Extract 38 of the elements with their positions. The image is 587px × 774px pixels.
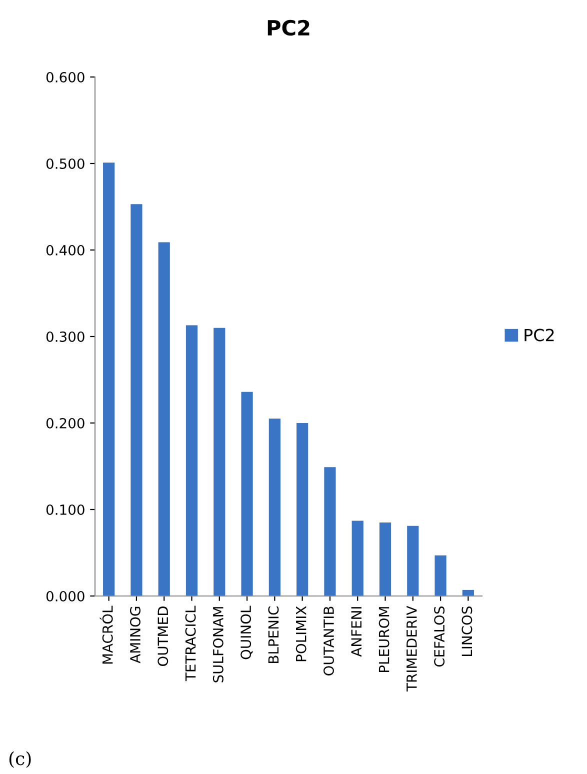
bar — [296, 423, 308, 596]
bar — [186, 325, 198, 596]
x-tick-label: TETRACICL — [185, 606, 196, 682]
x-tick-label: CEFALOS — [434, 606, 445, 667]
x-tick-label: POLIMIX — [296, 606, 306, 662]
bar — [103, 162, 115, 596]
y-tick-label: 0.400 — [46, 244, 84, 256]
legend-label: PC2 — [524, 328, 554, 342]
bar — [158, 242, 170, 596]
x-tick-label: MACRÓL — [100, 606, 113, 664]
y-tick-label: 0.600 — [46, 72, 84, 82]
y-tick-label: 0.300 — [46, 331, 84, 342]
y-tick-label: 0.100 — [46, 504, 84, 515]
bar — [462, 590, 474, 596]
x-tick-label: OUTANTIB — [323, 606, 334, 676]
bar — [407, 526, 419, 596]
chart-title: PC2 — [268, 20, 310, 36]
x-tick-label: LINCOS — [462, 606, 472, 656]
x-tick-label: SULFONAM — [212, 607, 224, 682]
y-tick-label: 0.000 — [46, 590, 84, 602]
x-tick-label: ANFENI — [351, 607, 362, 657]
text: (c) — [9, 751, 31, 768]
bar — [268, 418, 280, 596]
x-tick-label: TRIMEDERIV — [406, 606, 417, 692]
bar — [352, 520, 364, 596]
y-tick-label: 0.500 — [46, 158, 84, 169]
bar — [434, 555, 446, 596]
x-tick-label: PLEUROM — [378, 607, 390, 672]
y-tick-label: 0.200 — [46, 418, 84, 428]
x-tick-label: OUTMED — [158, 606, 168, 666]
bar — [379, 522, 392, 596]
bar — [241, 392, 253, 596]
x-tick-label: BLPENIC — [268, 606, 279, 663]
x-tick-label: AMINOG — [130, 606, 140, 664]
x-tick-label: QUINOL — [240, 606, 253, 660]
bar — [130, 204, 142, 596]
bar — [324, 467, 336, 596]
bar — [214, 328, 226, 596]
